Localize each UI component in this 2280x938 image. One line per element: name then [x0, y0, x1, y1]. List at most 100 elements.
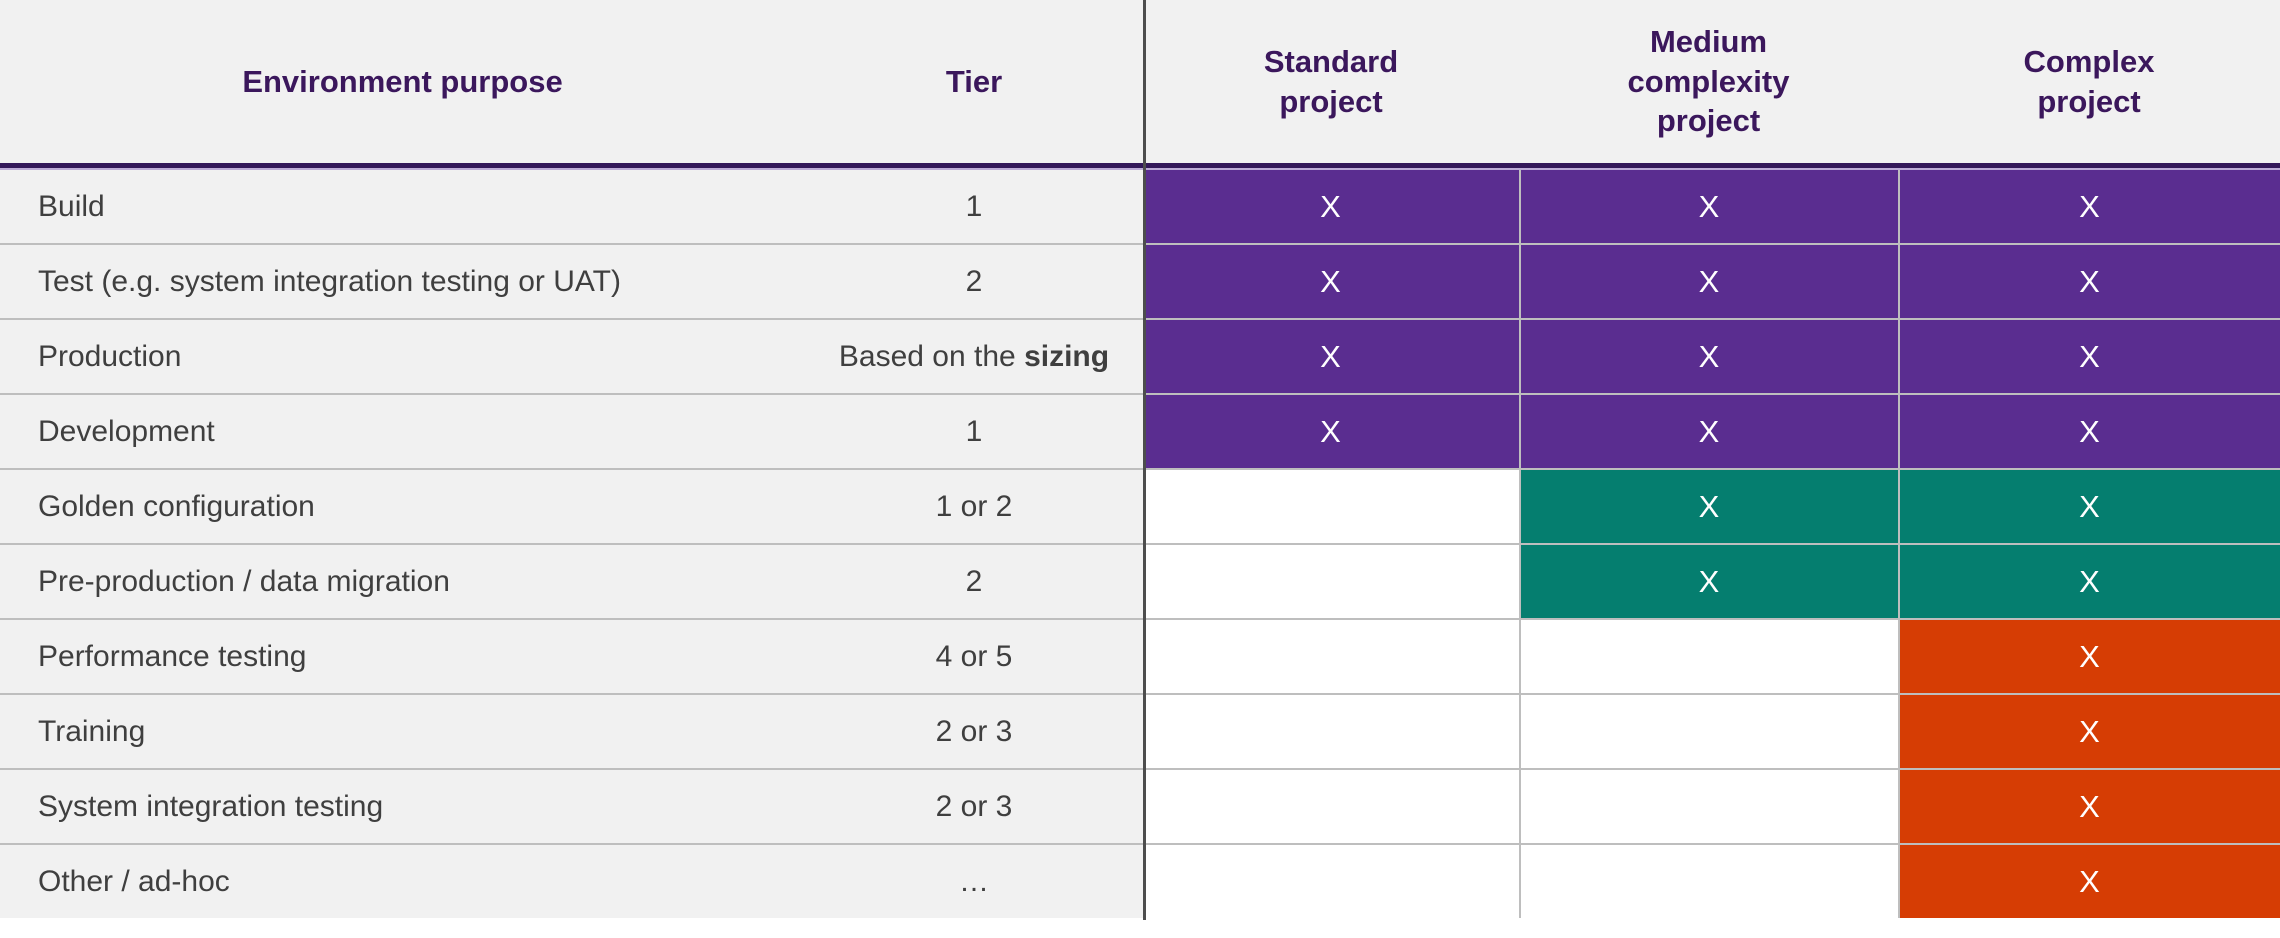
- tier-text: 1: [965, 414, 983, 448]
- tier-text: 1: [965, 189, 983, 223]
- x-mark: X: [2079, 413, 2101, 449]
- matrix-cell-medium: X: [1519, 470, 1898, 543]
- x-mark: X: [2079, 338, 2101, 374]
- matrix-cell-standard: X: [1143, 245, 1519, 318]
- x-mark: X: [2079, 713, 2101, 749]
- matrix-cell-standard: X: [1143, 395, 1519, 468]
- tier-text: Based on the: [838, 339, 1025, 373]
- x-mark: X: [2079, 638, 2101, 674]
- tier-label: Based on the sizing: [839, 340, 1109, 374]
- matrix-cell-complex: X: [1898, 620, 2280, 693]
- tier-label: 2 or 3: [936, 715, 1013, 749]
- table-body: Build 1 X X X Test (e.g. system integrat…: [0, 170, 2280, 918]
- header-underline-band: [0, 163, 2280, 168]
- matrix-cell-standard: X: [1143, 170, 1519, 243]
- matrix-cell-complex: X: [1898, 695, 2280, 768]
- matrix-cell-complex: X: [1898, 320, 2280, 393]
- tier-label: 1: [966, 415, 983, 449]
- x-mark: X: [2079, 863, 2101, 899]
- x-mark: X: [2079, 788, 2101, 824]
- purpose-label: Production: [38, 339, 182, 373]
- x-mark: X: [2079, 488, 2101, 524]
- tier-text: 1 or 2: [935, 489, 1013, 523]
- table-row-test: Test (e.g. system integration testing or…: [0, 245, 2280, 320]
- matrix-cell-medium: X: [1519, 245, 1898, 318]
- header-medium-complexity-project: Medium complexity project: [1519, 0, 1898, 163]
- purpose-cell: Other / ad-hoc: [0, 845, 805, 918]
- header-standard-project: Standard project: [1143, 0, 1519, 163]
- header-tier-label: Tier: [945, 63, 1003, 99]
- table-row-build: Build 1 X X X: [0, 170, 2280, 245]
- x-mark: X: [1698, 563, 1721, 599]
- matrix-cell-medium: [1519, 845, 1898, 918]
- matrix-cell-complex: X: [1898, 845, 2280, 918]
- x-mark: X: [2079, 263, 2101, 299]
- table-row-performance-testing: Performance testing 4 or 5 X: [0, 620, 2280, 695]
- matrix-cell-standard: [1143, 845, 1519, 918]
- matrix-cell-medium: X: [1519, 320, 1898, 393]
- tier-cell: 2 or 3: [805, 770, 1143, 843]
- x-mark: X: [1320, 413, 1342, 449]
- tier-label: 4 or 5: [936, 640, 1013, 674]
- x-mark: X: [2079, 188, 2101, 224]
- purpose-label: System integration testing: [38, 789, 384, 823]
- tier-cell: 2: [805, 545, 1143, 618]
- tier-cell: 1 or 2: [805, 470, 1143, 543]
- header-standard-project-label: Standard project: [1263, 43, 1399, 119]
- x-mark: X: [1698, 338, 1721, 374]
- table-row-pre-production: Pre-production / data migration 2 X X: [0, 545, 2280, 620]
- purpose-cell: Test (e.g. system integration testing or…: [0, 245, 805, 318]
- matrix-cell-standard: [1143, 695, 1519, 768]
- purpose-label: Development: [38, 414, 215, 448]
- table-row-other-ad-hoc: Other / ad-hoc … X: [0, 845, 2280, 918]
- matrix-cell-medium: [1519, 695, 1898, 768]
- table-row-golden-configuration: Golden configuration 1 or 2 X X: [0, 470, 2280, 545]
- matrix-cell-medium: X: [1519, 395, 1898, 468]
- table-row-production: Production Based on the sizing X X X: [0, 320, 2280, 395]
- header-complex-project-label: Complex project: [2023, 43, 2155, 119]
- table-row-training: Training 2 or 3 X: [0, 695, 2280, 770]
- purpose-label: Build: [38, 189, 105, 223]
- x-mark: X: [1320, 188, 1342, 224]
- purpose-cell: Pre-production / data migration: [0, 545, 805, 618]
- header-environment-purpose: Environment purpose: [0, 0, 805, 163]
- tier-cell: 2: [805, 245, 1143, 318]
- x-mark: X: [1698, 413, 1721, 449]
- matrix-cell-medium: [1519, 620, 1898, 693]
- header-environment-purpose-label: Environment purpose: [242, 63, 563, 99]
- matrix-cell-standard: [1143, 770, 1519, 843]
- matrix-cell-standard: [1143, 545, 1519, 618]
- x-mark: X: [1320, 338, 1342, 374]
- header-complex-project: Complex project: [1898, 0, 2280, 163]
- x-mark: X: [1698, 188, 1721, 224]
- tier-text: 2 or 3: [935, 789, 1013, 823]
- x-mark: X: [1698, 263, 1721, 299]
- matrix-cell-complex: X: [1898, 470, 2280, 543]
- table-row-development: Development 1 X X X: [0, 395, 2280, 470]
- section-divider-line: [1143, 0, 1146, 920]
- purpose-cell: Golden configuration: [0, 470, 805, 543]
- tier-label: 1 or 2: [936, 490, 1013, 524]
- matrix-cell-standard: [1143, 470, 1519, 543]
- purpose-cell: Build: [0, 170, 805, 243]
- header-underline-glow: [0, 168, 2280, 170]
- purpose-cell: Performance testing: [0, 620, 805, 693]
- tier-text: 2: [965, 564, 983, 598]
- tier-text: 4 or 5: [935, 639, 1013, 673]
- header-tier: Tier: [805, 0, 1143, 163]
- matrix-cell-standard: [1143, 620, 1519, 693]
- matrix-cell-complex: X: [1898, 395, 2280, 468]
- purpose-cell: Production: [0, 320, 805, 393]
- purpose-label: Pre-production / data migration: [38, 564, 450, 598]
- purpose-label: Other / ad-hoc: [38, 864, 230, 898]
- tier-text: 2: [965, 264, 983, 298]
- x-mark: X: [2079, 563, 2101, 599]
- tier-cell: 4 or 5: [805, 620, 1143, 693]
- purpose-label: Performance testing: [38, 639, 307, 673]
- purpose-cell: Training: [0, 695, 805, 768]
- tier-label: 2 or 3: [936, 790, 1013, 824]
- tier-text: 2 or 3: [935, 714, 1013, 748]
- tier-cell: 1: [805, 395, 1143, 468]
- tier-cell: Based on the sizing: [805, 320, 1143, 393]
- tier-cell: 2 or 3: [805, 695, 1143, 768]
